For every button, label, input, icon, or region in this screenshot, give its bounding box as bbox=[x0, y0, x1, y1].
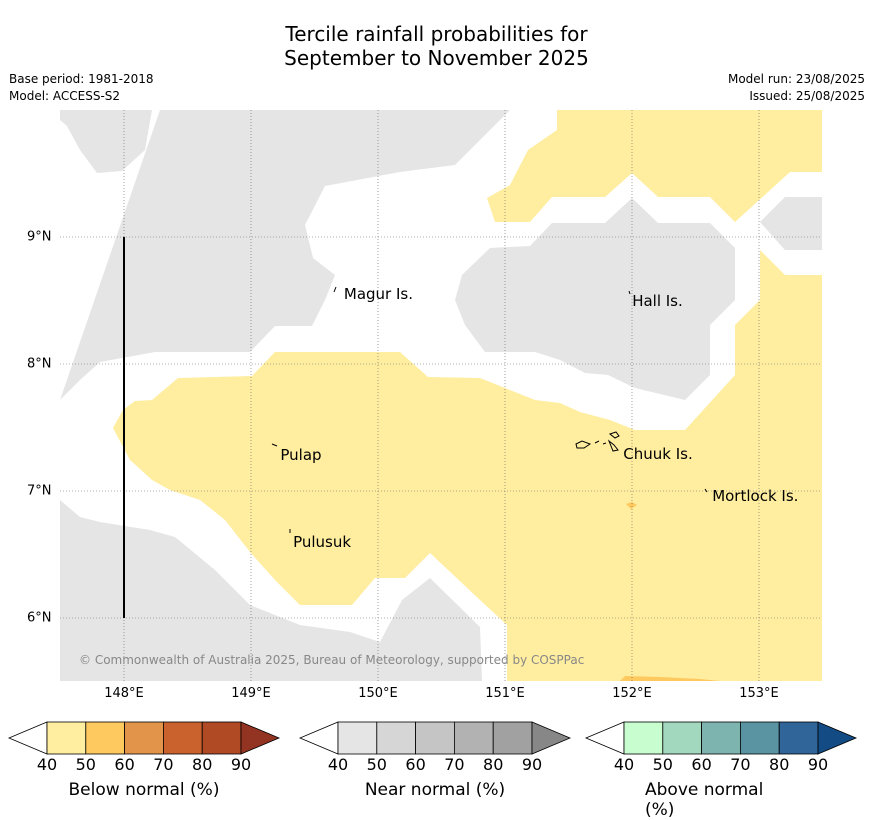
place-label: Hall Is. bbox=[632, 291, 683, 310]
lat-tick-label: 6°N bbox=[27, 610, 52, 626]
colorbar-tick-label: 90 bbox=[521, 755, 543, 774]
colorbar-max-triangle bbox=[531, 721, 572, 755]
colorbar-max-triangle bbox=[240, 721, 281, 755]
colorbar-tick-label: 40 bbox=[327, 755, 349, 774]
colorbar-segment bbox=[778, 721, 819, 755]
below-normal-region-north bbox=[487, 110, 822, 222]
lon-tick-label: 148°E bbox=[104, 686, 144, 701]
model-name: Model: ACCESS-S2 bbox=[9, 89, 121, 103]
colorbar-title: Near normal (%) bbox=[364, 780, 506, 800]
colorbar-segment bbox=[701, 721, 741, 755]
colorbar-min-triangle bbox=[584, 721, 625, 755]
colorbar-tick-label: 90 bbox=[230, 755, 252, 774]
near-normal-region-hall bbox=[455, 198, 735, 400]
place-label: Mortlock Is. bbox=[712, 487, 799, 506]
colorbar-tick-label: 60 bbox=[114, 755, 135, 774]
island-pulap bbox=[271, 443, 278, 447]
colorbar-tick-label: 40 bbox=[36, 755, 58, 774]
colorbar-tick-label: 50 bbox=[75, 755, 96, 774]
colorbar-tick-label: 50 bbox=[652, 755, 673, 774]
colorbar-tick-label: 70 bbox=[153, 755, 174, 774]
colorbar-segment bbox=[124, 721, 164, 755]
lat-tick-label: 8°N bbox=[27, 356, 52, 372]
colorbar-segment bbox=[740, 721, 780, 755]
island-mortlock bbox=[704, 488, 708, 493]
lat-tick-label: 9°N bbox=[27, 229, 52, 245]
island-outlines bbox=[271, 286, 708, 533]
colorbars bbox=[7, 721, 858, 755]
colorbar-max-triangle bbox=[817, 721, 858, 755]
colorbar-segment bbox=[46, 721, 87, 755]
colorbar-segment bbox=[201, 721, 242, 755]
colorbar-tick-label: 60 bbox=[691, 755, 712, 774]
lon-tick-label: 152°E bbox=[612, 686, 652, 701]
colorbar-segment bbox=[376, 721, 416, 755]
colorbar-segment bbox=[337, 721, 378, 755]
below-normal-region-main bbox=[113, 250, 822, 681]
colorbar-title: Below normal (%) bbox=[68, 780, 220, 800]
colorbar-tick-label: 50 bbox=[366, 755, 387, 774]
colorbar-title: Above normal (%) bbox=[645, 780, 764, 820]
colorbar-tick-label: 90 bbox=[807, 755, 829, 774]
issued-date: Issued: 25/08/2025 bbox=[749, 89, 865, 103]
colorbar-tick-label: 80 bbox=[483, 755, 504, 774]
colorbar-segment bbox=[415, 721, 455, 755]
lon-tick-label: 149°E bbox=[231, 686, 271, 701]
near-normal-region-east bbox=[760, 197, 822, 250]
below-normal-dot-chuuk-south bbox=[626, 502, 637, 509]
colorbar-min-triangle bbox=[7, 721, 48, 755]
lat-tick-label: 7°N bbox=[27, 483, 52, 499]
lon-tick-label: 153°E bbox=[739, 686, 779, 701]
below-normal-strip-south bbox=[620, 676, 720, 681]
island-magur bbox=[333, 286, 337, 293]
place-label: Chuuk Is. bbox=[623, 445, 693, 464]
near-normal-region-northwest bbox=[60, 110, 510, 400]
colorbar-min-triangle bbox=[298, 721, 339, 755]
colorbar-segment bbox=[162, 721, 203, 755]
colorbar-segment bbox=[85, 721, 126, 755]
near-normal-region-southwest bbox=[60, 500, 482, 681]
place-label: Pulap bbox=[280, 446, 322, 465]
colorbar-tick-label: 60 bbox=[405, 755, 426, 774]
base-period-info: Base period: 1981-2018 Model: ACCESS-S2 bbox=[9, 71, 154, 105]
copyright-notice: © Commonwealth of Australia 2025, Bureau… bbox=[79, 653, 585, 667]
colorbar-tick-label: 70 bbox=[730, 755, 751, 774]
place-label: Magur Is. bbox=[343, 285, 413, 304]
map-title: Tercile rainfall probabilities for Septe… bbox=[284, 22, 589, 70]
base-period: Base period: 1981-2018 bbox=[9, 72, 154, 86]
model-run-date: Model run: 23/08/2025 bbox=[727, 72, 865, 86]
run-info: Model run: 23/08/2025 Issued: 25/08/2025 bbox=[728, 71, 865, 105]
colorbar-tick-label: 70 bbox=[444, 755, 465, 774]
place-label: Pulusuk bbox=[293, 532, 352, 551]
lon-tick-label: 150°E bbox=[358, 686, 398, 701]
island-hall bbox=[628, 290, 631, 295]
colorbar-segment bbox=[453, 721, 494, 755]
colorbar-tick-label: 40 bbox=[613, 755, 635, 774]
lon-tick-label: 151°E bbox=[485, 686, 525, 701]
island-chuuk-lagoon bbox=[575, 431, 620, 452]
colorbar-segment bbox=[623, 721, 664, 755]
colorbar-tick-label: 80 bbox=[192, 755, 213, 774]
colorbar-segment bbox=[492, 721, 533, 755]
colorbar-tick-label: 80 bbox=[769, 755, 790, 774]
colorbar-segment bbox=[662, 721, 702, 755]
